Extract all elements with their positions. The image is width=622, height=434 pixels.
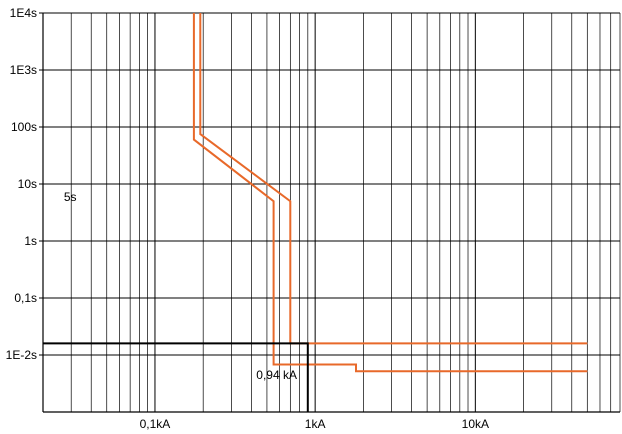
series-line-3 <box>43 342 309 412</box>
annotations: 5s 0,94 kA <box>64 190 297 382</box>
y-tick-label: 0,1s <box>14 291 37 305</box>
y-tick-label: 10s <box>18 177 37 191</box>
x-tick-label: 10kA <box>462 417 489 431</box>
y-tick-label: 1E-2s <box>6 348 37 362</box>
series-line-1 <box>192 13 588 373</box>
series-group <box>43 13 588 412</box>
x-tick-label: 1kA <box>305 417 326 431</box>
x-tick-label: 0,1kA <box>140 417 171 431</box>
annotation-label: 5s <box>64 190 77 204</box>
annotation-label: 0,94 kA <box>256 368 297 382</box>
tick-labels: 1E4s 1E3s 100s 10s 1s 0,1s 1E-2s 0,1kA 1kA 10kA <box>6 6 489 431</box>
y-tick-label: 100s <box>11 120 37 134</box>
series-line-2 <box>199 13 588 345</box>
y-tick-label: 1s <box>24 234 37 248</box>
grid <box>42 12 621 413</box>
y-tick-label: 1E4s <box>10 6 37 20</box>
y-tick-label: 1E3s <box>10 63 37 77</box>
